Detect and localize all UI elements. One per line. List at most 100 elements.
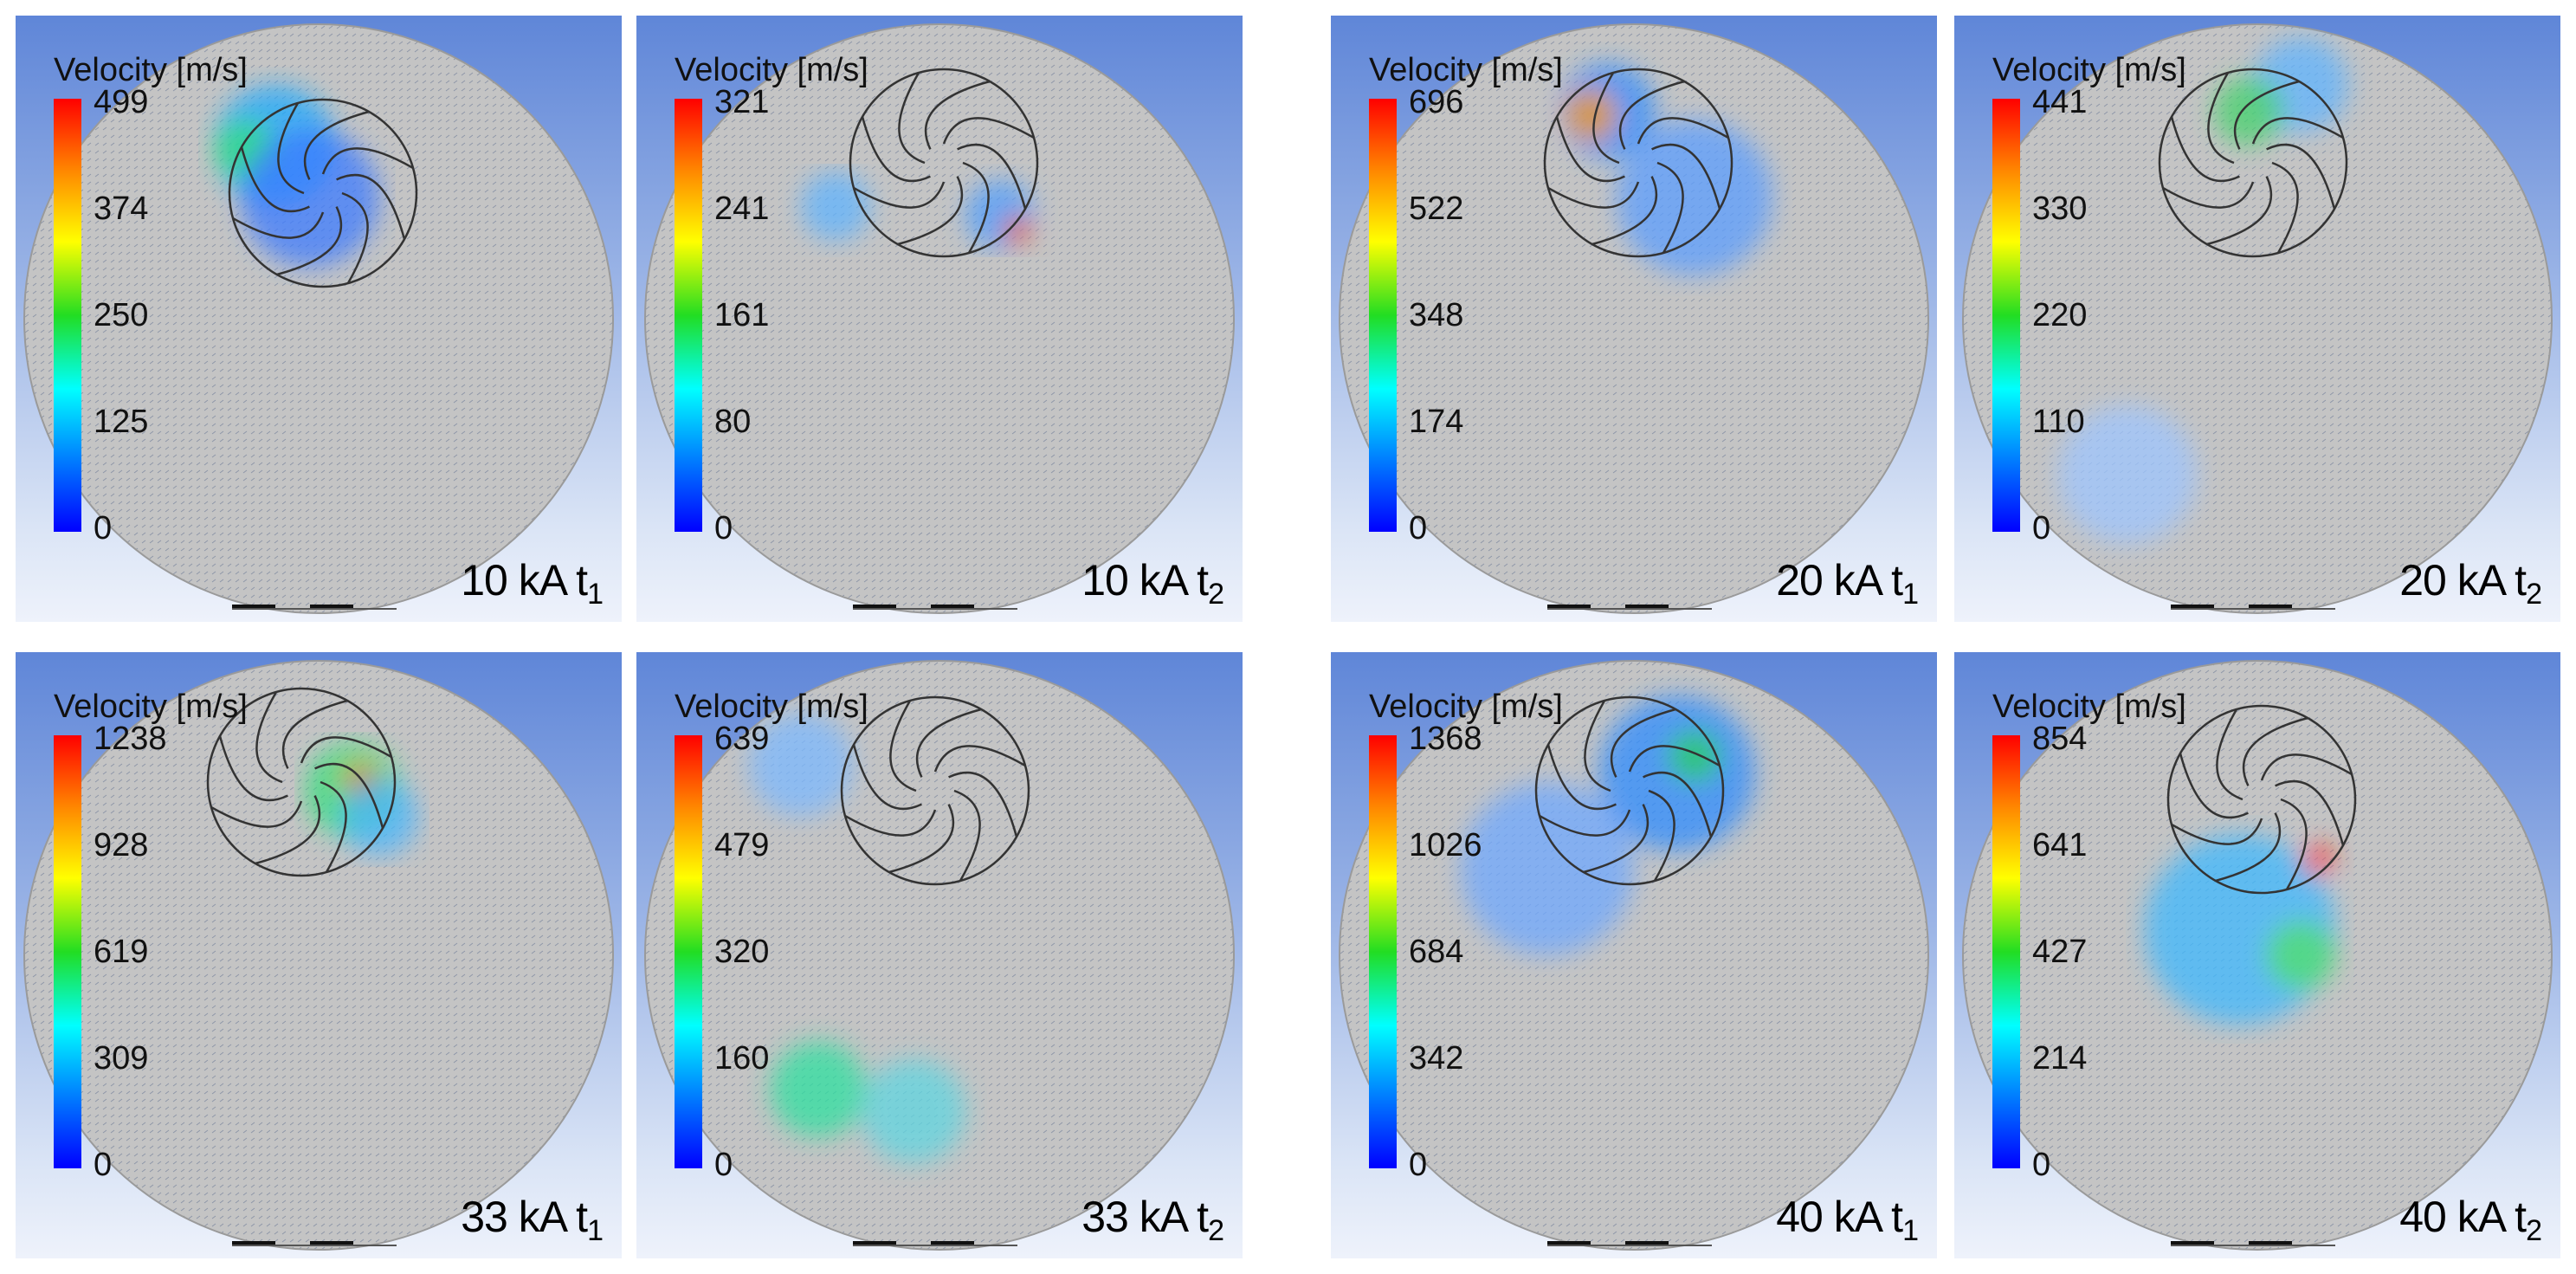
velocity-field xyxy=(1962,660,2553,1251)
flow-regions xyxy=(1461,695,1755,955)
rotor-outline xyxy=(840,695,1030,886)
velocity-field xyxy=(23,23,614,614)
scale-bar xyxy=(232,605,397,610)
colorbar-tick-max: 1368 xyxy=(1409,721,1482,757)
rotor-outline xyxy=(1543,68,1733,258)
rotor-outline xyxy=(2166,704,2357,895)
colorbar-tick-min: 0 xyxy=(1409,1147,1428,1183)
plot-10ka-t2: Velocity [m/s] 321 241 161 80 0 10 kA t2 xyxy=(636,16,1243,622)
colorbar-tick-max: 321 xyxy=(714,84,770,120)
plot-40ka-t1: Velocity [m/s] 1368 1026 684 342 0 40 kA… xyxy=(1331,652,1937,1258)
colorbar-tick-max: 854 xyxy=(2032,721,2088,757)
case-label: 40 kA t2 xyxy=(2399,1193,2542,1247)
colorbar-tick: 214 xyxy=(2032,1040,2088,1077)
colorbar-tick-min: 0 xyxy=(2032,1147,2051,1183)
rotor-outline xyxy=(2158,68,2348,258)
colorbar-tick-max: 441 xyxy=(2032,84,2088,120)
plot-20ka-t1: Velocity [m/s] 696 522 348 174 0 20 kA t… xyxy=(1331,16,1937,622)
velocity-field xyxy=(644,23,1235,614)
legend-title: Velocity [m/s] xyxy=(675,689,868,725)
colorbar xyxy=(1369,99,1397,532)
colorbar-tick: 250 xyxy=(94,297,149,333)
colorbar-tick-max: 696 xyxy=(1409,84,1464,120)
legend-title: Velocity [m/s] xyxy=(1992,52,2186,88)
colorbar-tick-max: 639 xyxy=(714,721,770,757)
case-label: 20 kA t2 xyxy=(2399,556,2542,611)
colorbar xyxy=(54,99,81,532)
velocity-field xyxy=(1962,23,2553,614)
colorbar-tick: 80 xyxy=(714,404,752,440)
colorbar-tick-min: 0 xyxy=(2032,510,2051,546)
colorbar-tick-max: 499 xyxy=(94,84,149,120)
case-label: 20 kA t1 xyxy=(1776,556,1919,611)
case-label: 40 kA t1 xyxy=(1776,1193,1919,1247)
scale-bar xyxy=(853,605,1017,610)
domain-disc xyxy=(1339,23,1929,614)
rotor-outline xyxy=(1534,695,1725,886)
colorbar-tick: 220 xyxy=(2032,297,2088,333)
colorbar-tick-min: 0 xyxy=(94,510,113,546)
flow-regions xyxy=(215,85,379,267)
legend-title: Velocity [m/s] xyxy=(1369,689,1563,725)
plot-33ka-t2: Velocity [m/s] 639 479 320 160 0 33 kA t… xyxy=(636,652,1243,1258)
legend-title: Velocity [m/s] xyxy=(54,52,248,88)
colorbar-tick: 110 xyxy=(2032,404,2085,440)
legend-title: Velocity [m/s] xyxy=(675,52,868,88)
colorbar-tick: 320 xyxy=(714,934,770,970)
colorbar-tick: 522 xyxy=(1409,191,1464,227)
domain-disc xyxy=(644,23,1235,614)
plot-33ka-t1: Velocity [m/s] 1238 928 619 309 0 33 kA … xyxy=(16,652,622,1258)
colorbar-tick: 309 xyxy=(94,1040,149,1077)
legend-title: Velocity [m/s] xyxy=(54,689,248,725)
colorbar xyxy=(675,99,702,532)
legend-title: Velocity [m/s] xyxy=(1992,689,2186,725)
colorbar-tick: 641 xyxy=(2032,827,2088,863)
velocity-field xyxy=(1339,660,1929,1251)
plot-10ka-t1: Velocity [m/s] 499 374 250 125 0 10 kA t… xyxy=(16,16,622,622)
colorbar-tick: 330 xyxy=(2032,191,2088,227)
velocity-field xyxy=(644,660,1235,1251)
case-label: 33 kA t2 xyxy=(1081,1193,1224,1247)
scale-bar xyxy=(232,1241,397,1246)
scale-bar xyxy=(853,1241,1017,1246)
scale-bar xyxy=(1547,1241,1712,1246)
colorbar-tick: 374 xyxy=(94,191,149,227)
domain-disc xyxy=(23,23,614,614)
colorbar xyxy=(1992,99,2020,532)
colorbar-tick: 125 xyxy=(94,404,149,440)
plot-40ka-t2: Velocity [m/s] 854 641 427 214 0 40 kA t… xyxy=(1954,652,2560,1258)
colorbar-tick-min: 0 xyxy=(94,1147,113,1183)
colorbar xyxy=(54,735,81,1168)
colorbar xyxy=(1369,735,1397,1168)
flow-regions xyxy=(749,713,965,1163)
colorbar-tick: 427 xyxy=(2032,934,2088,970)
colorbar-tick: 160 xyxy=(714,1040,770,1077)
colorbar-tick: 1026 xyxy=(1409,827,1482,863)
colorbar xyxy=(675,735,702,1168)
colorbar-tick: 241 xyxy=(714,191,770,227)
case-label: 10 kA t1 xyxy=(461,556,604,611)
colorbar-tick: 619 xyxy=(94,934,149,970)
colorbar-tick: 161 xyxy=(714,297,770,333)
colorbar-tick-min: 0 xyxy=(714,1147,733,1183)
colorbar-tick: 348 xyxy=(1409,297,1464,333)
rotor-outline xyxy=(206,687,397,877)
colorbar-tick: 174 xyxy=(1409,404,1464,440)
colorbar-tick-max: 1238 xyxy=(94,721,167,757)
scale-bar xyxy=(1547,605,1712,610)
case-label: 10 kA t2 xyxy=(1081,556,1224,611)
colorbar-tick-min: 0 xyxy=(714,510,733,546)
case-label: 33 kA t1 xyxy=(461,1193,604,1247)
colorbar-tick: 479 xyxy=(714,827,770,863)
velocity-field xyxy=(23,660,614,1251)
plot-20ka-t2: Velocity [m/s] 441 330 220 110 0 20 kA t… xyxy=(1954,16,2560,622)
colorbar-tick: 684 xyxy=(1409,934,1464,970)
flow-regions xyxy=(2145,834,2335,1025)
colorbar-tick: 928 xyxy=(94,827,149,863)
scale-bar xyxy=(2171,1241,2335,1246)
velocity-field xyxy=(1339,23,1929,614)
scale-bar xyxy=(2171,605,2335,610)
domain-disc xyxy=(23,660,614,1251)
rotor-outline xyxy=(228,98,418,288)
colorbar xyxy=(1992,735,2020,1168)
